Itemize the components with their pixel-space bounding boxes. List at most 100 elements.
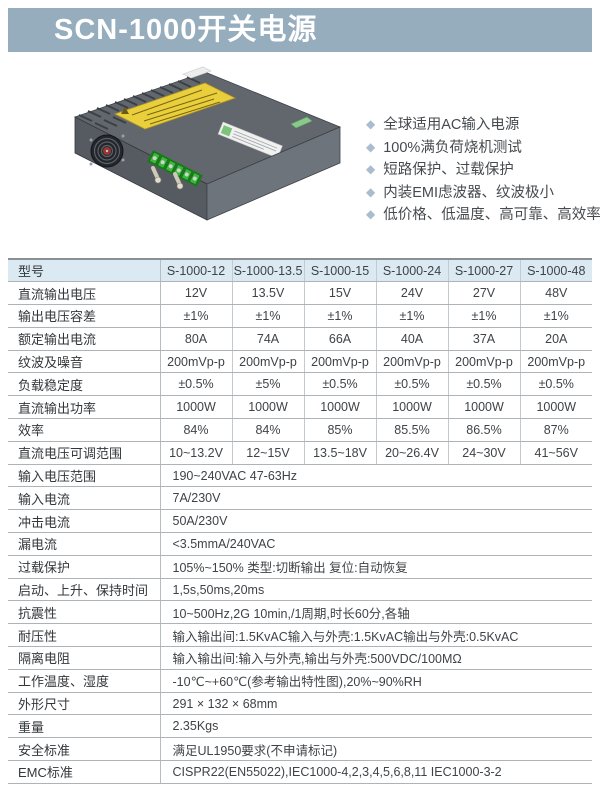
table-row: EMC标准 CISPR22(EN55022),IEC1000-4,2,3,4,5… (8, 760, 592, 784)
spec-label: 安全标准 (8, 737, 161, 762)
spec-label: EMC标准 (8, 760, 161, 784)
model-name: S-1000-15 (304, 259, 377, 283)
table-row: 输入电流 7A/230V (8, 486, 592, 511)
feature-text: 全球适用AC输入电源 (383, 117, 520, 133)
spec-value: ±1% (160, 304, 233, 328)
spec-value: 80A (160, 327, 233, 351)
model-name: S-1000-48 (520, 259, 592, 283)
spec-value: ±1% (304, 304, 377, 328)
spec-label: 隔离电阻 (8, 646, 161, 670)
spec-value: 满足UL1950要求(不申请标记) (160, 737, 592, 762)
page-title: SCN-1000开关电源 (54, 14, 318, 46)
spec-value: 87% (520, 418, 592, 442)
spec-label: 抗震性 (8, 600, 161, 625)
spec-value: 74A (232, 327, 305, 351)
table-row: 冲击电流 50A/230V (8, 509, 592, 534)
spec-value: 1000W (304, 395, 377, 420)
feature-text: 低价格、低温度、高可靠、高效率 (383, 207, 600, 223)
spec-value: 86.5% (448, 418, 521, 442)
feature-item: ◆ 短路保护、过载保护 (366, 159, 594, 182)
spec-value: 2.35Kgs (160, 714, 592, 739)
spec-value: 200mVp-p (304, 350, 377, 374)
table-row: 安全标准 满足UL1950要求(不申请标记) (8, 737, 592, 762)
spec-label: 过载保护 (8, 555, 161, 579)
spec-value: 13.5~18V (304, 441, 377, 465)
spec-value: 190~240VAC 47-63Hz (160, 464, 592, 488)
spec-value: 41~56V (520, 441, 592, 465)
spec-value: 输入输出间:输入与外壳,输出与外壳:500VDC/100MΩ (160, 646, 592, 670)
vent-slots-icon (78, 76, 201, 130)
spec-label: 负载稳定度 (8, 372, 161, 397)
spec-value: 24~30V (448, 441, 521, 465)
spec-label: 直流电压可调范围 (8, 441, 161, 465)
spec-value: 24V (376, 281, 449, 306)
spec-value: 200mVp-p (376, 350, 449, 374)
spec-value: 105%~150% 类型:切断输出 复位:自动恢复 (160, 555, 592, 579)
spec-value: 1000W (448, 395, 521, 420)
adjust-knobs-icon (151, 166, 184, 190)
table-row: 输出电压容差 ±1% ±1% ±1% ±1% ±1% ±1% (8, 304, 592, 328)
model-name: S-1000-24 (376, 259, 449, 283)
model-name: S-1000-13.5 (232, 259, 305, 283)
spec-value: ±0.5% (304, 372, 377, 397)
spec-value: ±1% (520, 304, 592, 328)
spec-label: 工作温度、湿度 (8, 669, 161, 693)
table-row: 耐压性 输入输出间:1.5KvAC输入与外壳:1.5KvAC输出与外壳:0.5K… (8, 623, 592, 648)
green-sticker (290, 116, 313, 129)
table-row: 直流输出电压 12V 13.5V 15V 24V 27V 48V (8, 281, 592, 306)
spec-value: 66A (304, 327, 377, 351)
table-row: 抗震性 10~500Hz,2G 10min,/1周期,时长60分,各轴 (8, 600, 592, 625)
spec-label (217, 121, 283, 159)
spec-label: 直流输出电压 (8, 281, 161, 306)
title-bar: SCN-1000开关电源 (8, 8, 592, 52)
spec-value: 13.5V (232, 281, 305, 306)
spec-value: CISPR22(EN55022),IEC1000-4,2,3,4,5,6,8,1… (160, 760, 592, 784)
spec-label: 耐压性 (8, 623, 161, 648)
diamond-bullet-icon: ◆ (366, 184, 376, 199)
datasheet-page: SCN-1000开关电源 (0, 8, 600, 808)
spec-value: 200mVp-p (448, 350, 521, 374)
spec-value: 20~26.4V (376, 441, 449, 465)
spec-value: 40A (376, 327, 449, 351)
spec-value: 85% (304, 418, 377, 442)
spec-label: 效率 (8, 418, 161, 442)
diamond-bullet-icon: ◆ (366, 162, 376, 176)
spec-value: ±1% (448, 304, 521, 328)
spec-value: 50A/230V (160, 509, 592, 534)
product-photo (73, 66, 342, 221)
table-row: 工作温度、湿度 -10℃~+60℃(参考输出特性图),20%~90%RH (8, 669, 592, 693)
spec-value: 1000W (376, 395, 449, 420)
spec-value: ±1% (232, 304, 305, 328)
table-row: 漏电流 <3.5mmA/240VAC (8, 532, 592, 556)
spec-value: 85.5% (376, 418, 449, 442)
table-row: 隔离电阻 输入输出间:输入与外壳,输出与外壳:500VDC/100MΩ (8, 646, 592, 670)
spec-label: 额定输出电流 (8, 327, 161, 351)
warning-label (113, 82, 237, 130)
spec-value: <3.5mmA/240VAC (160, 532, 592, 556)
model-name: S-1000-12 (160, 259, 233, 283)
hero-section: ◆ 全球适用AC输入电源 ◆ 100%满负荷烧机测试 ◆ 短路保护、过载保护 ◆ 内装E… (0, 52, 600, 258)
spec-value: 291 × 132 × 68mm (160, 692, 592, 716)
spec-label: 漏电流 (8, 532, 161, 556)
spec-value: 输入输出间:1.5KvAC输入与外壳:1.5KvAC输出与外壳:0.5KvAC (160, 623, 592, 648)
table-row: 纹波及噪音 200mVp-p 200mVp-p 200mVp-p 200mVp-… (8, 350, 592, 374)
feature-item: ◆ 100%满负荷烧机测试 (366, 137, 594, 160)
spec-value: 84% (160, 418, 233, 442)
spec-value: 200mVp-p (520, 350, 592, 374)
spec-value: 1000W (520, 395, 592, 420)
feature-list: ◆ 全球适用AC输入电源 ◆ 100%满负荷烧机测试 ◆ 短路保护、过载保护 ◆ 内装E… (366, 114, 600, 227)
spec-label: 输入电流 (8, 486, 161, 511)
feature-text: 100%满负荷烧机测试 (383, 139, 522, 156)
spec-value: ±0.5% (520, 372, 592, 397)
spec-value: ±1% (376, 304, 449, 328)
spec-value: 200mVp-p (232, 350, 305, 374)
barcode-sticker (182, 66, 212, 79)
spec-value: 15V (304, 281, 377, 306)
table-row: 直流电压可调范围 10~13.2V 12~15V 13.5~18V 20~26.… (8, 441, 592, 465)
table-row: 负载稳定度 ±0.5% ±5% ±0.5% ±0.5% ±0.5% ±0.5% (8, 372, 592, 397)
spec-value: 20A (520, 327, 592, 351)
spec-value: 1000W (160, 395, 233, 420)
spec-value: 1000W (232, 395, 305, 420)
spec-value: 12~15V (232, 441, 305, 465)
spec-value: ±0.5% (160, 372, 233, 397)
